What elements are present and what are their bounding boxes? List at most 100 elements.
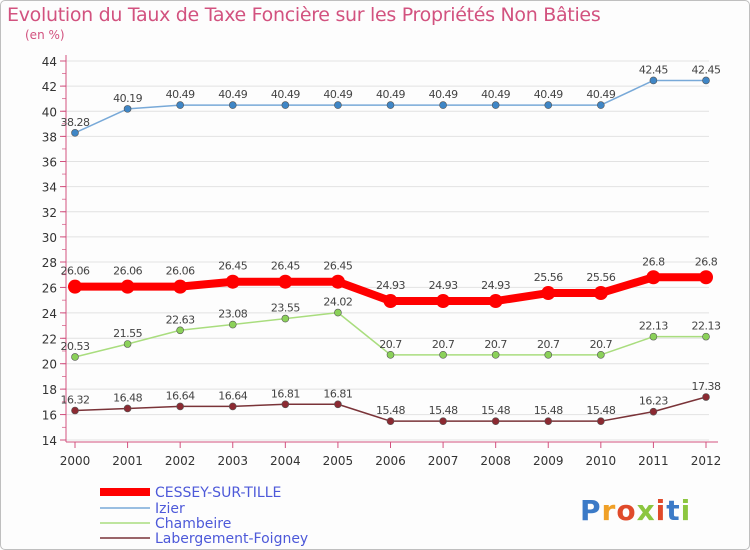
- data-label: 15.48: [376, 404, 405, 417]
- data-point: [702, 76, 710, 85]
- data-point: [281, 314, 290, 323]
- data-label: 20.7: [537, 338, 560, 351]
- data-point: [439, 351, 447, 359]
- data-label: 20.7: [590, 338, 613, 351]
- data-label: 16.64: [166, 389, 195, 402]
- y-tick-label: 16: [42, 409, 57, 423]
- data-point: [649, 407, 658, 416]
- x-tick-label: 2002: [165, 454, 196, 468]
- data-point: [439, 101, 447, 109]
- y-tick-label: 32: [42, 206, 57, 220]
- data-label: 23.55: [271, 302, 300, 315]
- data-point: [123, 105, 132, 113]
- data-label: 40.49: [376, 88, 405, 101]
- data-label: 16.32: [61, 394, 90, 407]
- data-label: 24.93: [376, 279, 405, 292]
- data-label: 16.48: [113, 391, 142, 404]
- data-label: 26.45: [271, 260, 300, 273]
- data-point: [702, 332, 710, 341]
- data-label: 22.13: [692, 320, 721, 333]
- x-tick-label: 2004: [270, 454, 301, 468]
- data-point: [541, 286, 556, 301]
- logo-letter: o: [616, 494, 636, 527]
- data-point: [383, 294, 398, 309]
- y-tick-label: 24: [42, 307, 57, 321]
- data-point: [225, 274, 240, 289]
- data-point: [702, 393, 710, 401]
- y-tick-label: 34: [42, 181, 57, 195]
- x-tick-label: 2010: [586, 454, 617, 468]
- data-label: 40.49: [534, 88, 563, 101]
- data-point: [334, 308, 342, 317]
- x-tick-label: 2006: [375, 454, 406, 468]
- data-point: [123, 340, 132, 348]
- data-label: 15.48: [429, 404, 458, 417]
- data-label: 26.8: [642, 255, 665, 268]
- data-point: [491, 351, 500, 359]
- data-label: 17.38: [692, 380, 721, 393]
- data-label: 15.48: [534, 404, 563, 417]
- data-label: 26.45: [323, 260, 352, 273]
- data-point: [278, 274, 293, 289]
- data-point: [491, 101, 500, 109]
- data-label: 40.49: [323, 88, 352, 101]
- data-label: 26.06: [166, 265, 195, 278]
- data-point: [334, 101, 342, 109]
- data-label: 15.48: [481, 404, 510, 417]
- data-label: 23.08: [218, 308, 247, 321]
- data-point: [173, 279, 188, 294]
- y-tick-label: 42: [42, 80, 57, 94]
- y-tick-label: 30: [42, 231, 57, 245]
- data-label: 15.48: [586, 404, 615, 417]
- data-label: 20.7: [379, 338, 402, 351]
- x-tick-label: 2005: [323, 454, 354, 468]
- y-tick-label: 14: [42, 434, 57, 448]
- data-point: [228, 320, 237, 329]
- data-label: 22.63: [166, 313, 195, 326]
- y-tick-label: 26: [42, 281, 57, 295]
- data-point: [488, 294, 503, 309]
- grid-lines: [63, 60, 709, 441]
- logo-letter: x: [637, 494, 656, 527]
- data-point: [544, 417, 553, 425]
- x-axis-ticks: 2000 2001 2002 2003 2004 2005 2006 2007 2008 2009…: [60, 442, 721, 468]
- data-label: 40.49: [271, 88, 300, 101]
- logo-text: Proxiti: [580, 494, 691, 527]
- y-tick-label: 22: [42, 332, 57, 346]
- logo-letter: i: [656, 494, 667, 527]
- logo-letter: i: [681, 494, 692, 527]
- legend-label: Chambeire: [155, 516, 231, 532]
- y-tick-label: 38: [42, 130, 57, 144]
- data-label: 20.53: [61, 340, 90, 353]
- unit-label: (en %): [25, 28, 65, 42]
- data-point: [593, 286, 608, 301]
- legend-label: CESSEY-SUR-TILLE: [155, 485, 281, 501]
- x-tick-label: 2001: [112, 454, 143, 468]
- data-point: [71, 129, 79, 137]
- data-label: 42.45: [692, 63, 721, 76]
- y-tick-label: 44: [42, 55, 57, 69]
- data-point: [334, 400, 342, 409]
- data-label: 38.28: [61, 116, 90, 129]
- data-point: [176, 402, 184, 411]
- legend-label: Labergement-Foigney: [155, 531, 308, 547]
- logo-letter: t: [666, 494, 680, 527]
- data-point: [597, 417, 605, 425]
- data-point: [597, 351, 605, 359]
- data-point: [228, 101, 237, 109]
- data-point: [120, 279, 135, 294]
- data-label: 16.23: [639, 395, 668, 408]
- legend-label: Izier: [155, 501, 185, 517]
- data-label: 26.06: [61, 265, 90, 278]
- data-point: [544, 351, 553, 359]
- data-point: [176, 101, 184, 109]
- data-point: [544, 101, 553, 109]
- data-label: 40.49: [586, 88, 615, 101]
- data-label: 20.7: [484, 338, 507, 351]
- data-label: 16.64: [218, 389, 247, 402]
- y-tick-label: 40: [42, 105, 57, 119]
- data-label: 26.06: [113, 265, 142, 278]
- data-label: 20.7: [432, 338, 455, 351]
- logo-letter: P: [580, 494, 602, 527]
- data-point: [699, 270, 713, 285]
